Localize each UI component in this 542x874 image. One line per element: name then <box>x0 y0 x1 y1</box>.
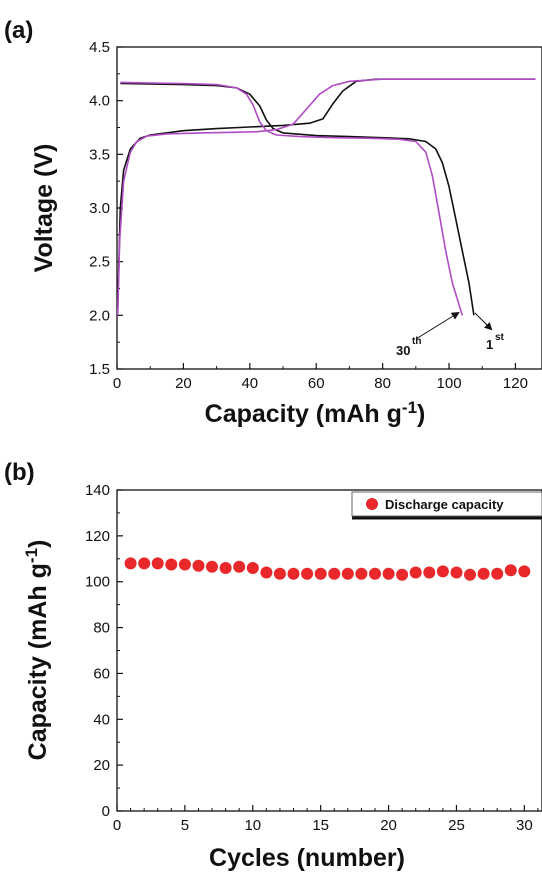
discharge-capacity-point <box>436 565 449 578</box>
panel-a-x-tick-label: 20 <box>175 375 192 392</box>
panel-a-x-tick-label: 80 <box>374 375 391 392</box>
annotation-1st-sup: st <box>495 332 505 343</box>
panel-b-x-tick-label: 25 <box>448 817 465 834</box>
panel-b-x-tick-label: 5 <box>181 817 189 834</box>
series-30th-discharge-line <box>117 78 536 316</box>
discharge-capacity-point <box>124 557 137 570</box>
panel-a-x-tick-label: 60 <box>308 375 325 392</box>
discharge-capacity-point <box>301 567 314 580</box>
panel-b-y-tick-label: 60 <box>93 665 110 682</box>
panel-b-y-axis-label: Capacity (mAh g-1) <box>22 540 52 761</box>
discharge-capacity-point <box>423 566 436 579</box>
panel-b-y-tick-label: 0 <box>102 803 110 820</box>
panel-b-x-tick-label: 15 <box>312 817 329 834</box>
discharge-capacity-point <box>409 566 422 579</box>
panel-a-frame <box>116 46 542 370</box>
annotation-30th-arrow <box>415 311 460 340</box>
panel-a-y-tick-label: 2.0 <box>89 307 110 324</box>
panel-a-y-tick-label: 4.0 <box>89 93 110 110</box>
discharge-capacity-point <box>260 566 273 579</box>
annotation-1st: 1 st <box>474 312 505 352</box>
panel-a-x-tick-label: 0 <box>113 375 121 392</box>
panel-a-y-ticks: 1.5 2.0 2.5 3.0 3.5 4.0 4.5 <box>89 39 123 378</box>
panel-a-x-ticks: 0 20 40 60 80 100 120 <box>113 363 528 392</box>
panel-b-frame <box>116 489 542 812</box>
discharge-capacity-point <box>151 557 164 570</box>
discharge-capacity-point <box>518 565 531 578</box>
discharge-capacity-point <box>369 567 381 580</box>
discharge-capacity-point <box>396 568 409 581</box>
panel-a-series <box>117 78 536 316</box>
annotation-30th-sup: th <box>412 336 421 347</box>
series-30th-charge-line <box>120 81 464 316</box>
discharge-capacity-point <box>464 568 476 581</box>
panel-b-label: (b) <box>4 459 35 486</box>
discharge-capacity-point <box>246 562 259 574</box>
annotation-1st-base: 1 <box>486 337 493 352</box>
panel-b-y-tick-label: 80 <box>93 620 110 637</box>
discharge-capacity-point <box>273 567 286 580</box>
annotation-30th-base: 30 <box>396 343 410 358</box>
panel-a-x-tick-label: 100 <box>437 375 462 392</box>
panel-b-y-tick-label: 100 <box>85 574 110 591</box>
discharge-capacity-point <box>219 562 232 574</box>
panel-b-x-tick-label: 10 <box>244 817 261 834</box>
panel-a-y-tick-label: 3.5 <box>89 146 110 163</box>
panel-a-label: (a) <box>4 17 33 44</box>
panel-a-y-axis-label: Voltage (V) <box>30 144 58 273</box>
panel-a-plot: 0 20 40 60 80 100 120 1.5 2.0 2.5 3.0 3.5 4.0 4.5 30… <box>89 39 542 392</box>
panel-b-y-tick-label: 120 <box>85 528 110 545</box>
panel-a-x-tick-label: 40 <box>241 375 258 392</box>
discharge-capacity-point <box>450 566 463 579</box>
annotation-30th: 30 th <box>396 311 460 358</box>
discharge-capacity-point <box>504 564 517 577</box>
discharge-capacity-point <box>477 567 490 580</box>
panel-b-plot: 0 5 10 15 20 25 30 0 20 40 60 80 100 120 140 Discharg… <box>85 482 542 834</box>
panel-a-y-tick-label: 3.0 <box>89 200 110 217</box>
legend-box <box>351 491 542 517</box>
panel-b-y-tick-label: 20 <box>93 757 110 774</box>
panel-a-y-tick-label: 1.5 <box>89 361 110 378</box>
panel-a-y-tick-label: 2.5 <box>89 254 110 271</box>
panel-b-y-tick-label: 140 <box>85 482 110 499</box>
panel-b-x-axis-label: Cycles (number) <box>209 844 405 872</box>
discharge-capacity-point <box>382 567 395 580</box>
discharge-capacity-point <box>287 567 300 580</box>
discharge-capacity-point <box>314 567 327 580</box>
discharge-capacity-point <box>165 558 178 571</box>
panel-b-points <box>124 557 531 581</box>
discharge-capacity-point <box>355 567 368 580</box>
panel-b-x-tick-label: 20 <box>380 817 397 834</box>
panel-a-y-tick-label: 4.5 <box>89 39 110 56</box>
panel-b-y-tick-label: 40 <box>93 711 110 728</box>
panel-a-x-tick-label: 120 <box>503 375 528 392</box>
discharge-capacity-point <box>206 560 218 573</box>
series-1st-discharge-line <box>117 78 536 311</box>
legend-marker <box>366 498 378 510</box>
discharge-capacity-point <box>233 560 246 573</box>
panel-b-x-tick-label: 30 <box>516 817 533 834</box>
panel-b-x-tick-label: 0 <box>113 817 121 834</box>
legend-label: Discharge capacity <box>385 497 504 512</box>
discharge-capacity-point <box>138 557 151 570</box>
annotation-1st-arrow <box>474 312 493 331</box>
discharge-capacity-point <box>491 567 504 580</box>
discharge-capacity-point <box>178 558 191 571</box>
discharge-capacity-point <box>328 567 341 580</box>
panel-b-y-ticks: 0 20 40 60 80 100 120 140 <box>85 482 123 820</box>
panel-a-x-axis-label: Capacity (mAh g-1) <box>205 398 426 428</box>
discharge-capacity-point <box>192 559 205 572</box>
series-1st-charge-line <box>120 82 475 316</box>
discharge-capacity-point <box>341 567 354 580</box>
panel-b-legend: Discharge capacity <box>351 491 542 520</box>
panel-b-x-ticks: 0 5 10 15 20 25 30 <box>113 805 539 834</box>
